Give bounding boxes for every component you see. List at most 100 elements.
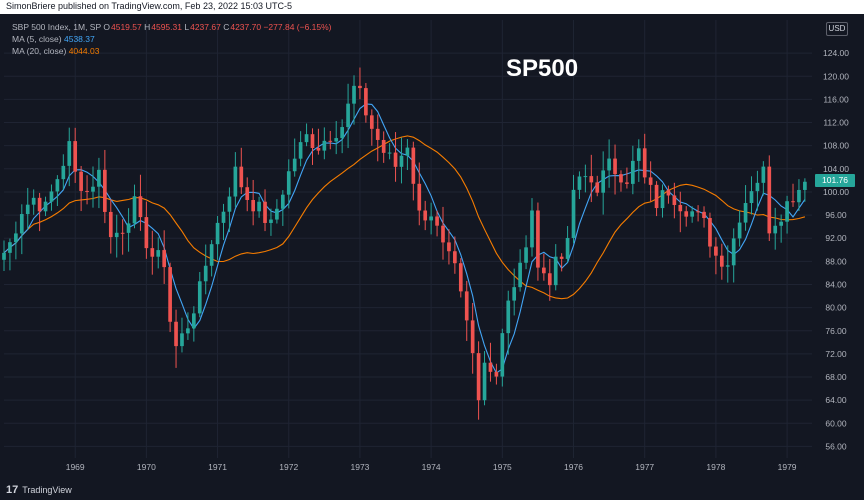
candle-body: [97, 169, 101, 187]
candle-body: [619, 174, 623, 183]
y-tick-label: 72.00: [825, 349, 847, 359]
candle-body: [779, 221, 783, 226]
candle-body: [227, 196, 232, 212]
y-tick-label: 56.00: [825, 441, 847, 451]
candle-body: [180, 333, 184, 347]
candle-body: [583, 176, 588, 178]
candle-body: [144, 217, 149, 249]
candle-body: [174, 321, 178, 347]
ma5-row[interactable]: MA (5, close) 4538.37: [12, 33, 332, 45]
candle-body: [542, 267, 546, 274]
candle-body: [340, 127, 344, 139]
x-axis: 1969 1970 1971 1972 1973 1974 1975 1976 1977 1978…: [66, 462, 797, 472]
close-value: 4237.70: [230, 22, 262, 32]
candle-body: [251, 199, 256, 212]
x-tick-label: 1970: [137, 462, 156, 472]
candle-body: [162, 250, 167, 268]
candle-body: [725, 265, 730, 267]
candles: [2, 67, 807, 420]
y-tick-label: 60.00: [825, 418, 847, 428]
candle-body: [85, 190, 89, 192]
candle-body: [49, 191, 54, 202]
candle-body: [690, 211, 695, 217]
ma20-row[interactable]: MA (20, close) 4044.03: [12, 45, 332, 57]
candle-body: [375, 128, 380, 140]
open-label: O: [103, 22, 110, 32]
candle-body: [55, 179, 60, 192]
candle-body: [186, 328, 190, 334]
candle-body: [488, 362, 493, 372]
ma5-path: [3, 103, 806, 374]
candle-body: [642, 148, 647, 178]
candle-body: [743, 203, 748, 223]
candle-body: [589, 176, 594, 183]
candle-body: [257, 201, 261, 212]
candle-body: [292, 158, 297, 172]
x-tick-label: 1972: [279, 462, 298, 472]
candle-body: [387, 152, 392, 154]
y-tick-label: 80.00: [825, 303, 847, 313]
x-tick-label: 1978: [706, 462, 725, 472]
ma20-label: MA (20, close): [12, 46, 67, 56]
candle-body: [239, 166, 244, 188]
candle-body: [405, 147, 410, 156]
candle-body: [447, 242, 451, 252]
candle-body: [731, 238, 736, 266]
x-tick-label: 1971: [208, 462, 227, 472]
candle-body: [797, 189, 801, 203]
candle-body: [108, 211, 113, 238]
candle-body: [524, 247, 528, 263]
currency-button[interactable]: USD: [826, 22, 848, 36]
candle-body: [631, 160, 635, 184]
candle-body: [719, 255, 724, 267]
y-tick-label: 76.00: [825, 326, 847, 336]
candle-body: [648, 177, 653, 185]
candle-body: [672, 195, 677, 205]
ma5-label: MA (5, close): [12, 34, 62, 44]
y-axis: 56.00 60.00 64.00 68.00 72.00 76.00 80.00 84.00…: [823, 48, 849, 451]
tradingview-brand[interactable]: 17 TradingView: [6, 483, 72, 497]
candle-body: [269, 219, 273, 223]
candle-body: [803, 181, 807, 190]
candle-body: [2, 252, 6, 260]
grid-lines: [4, 20, 812, 458]
x-tick-label: 1979: [778, 462, 797, 472]
brand-name: TradingView: [22, 485, 72, 495]
y-tick-label: 104.00: [823, 164, 849, 174]
candle-body: [91, 186, 95, 192]
low-value: 4237.67: [190, 22, 221, 32]
candle-body: [749, 191, 754, 204]
candle-body: [500, 333, 505, 377]
candle-body: [530, 210, 534, 248]
candle-body: [126, 223, 131, 233]
ma20-path: [3, 135, 806, 300]
close-label: C: [223, 22, 230, 32]
candle-body: [310, 134, 315, 148]
candle-body: [286, 171, 291, 195]
candle-body: [666, 190, 671, 196]
candle-body: [607, 158, 611, 171]
candle-body: [138, 196, 143, 218]
x-tick-label: 1975: [493, 462, 512, 472]
candle-body: [275, 208, 279, 220]
y-tick-label: 96.00: [825, 210, 847, 220]
candle-body: [737, 222, 742, 239]
y-tick-label: 92.00: [825, 233, 847, 243]
candle-body: [31, 197, 36, 205]
candle-body: [103, 169, 107, 212]
open-value: 4519.57: [111, 22, 142, 32]
candle-body: [25, 204, 30, 215]
ohlc-row: SBP 500 Index, 1M, SP O4519.57 H4595.31 …: [12, 21, 332, 33]
high-value: 4595.31: [151, 22, 182, 32]
candle-body: [14, 233, 18, 243]
candle-body: [441, 225, 445, 243]
low-label: L: [184, 22, 190, 32]
candle-body: [678, 204, 683, 212]
candle-body: [114, 232, 119, 238]
candle-body: [767, 166, 772, 234]
candle-body: [417, 183, 422, 211]
candle-body: [714, 246, 718, 256]
y-tick-label: 64.00: [825, 395, 847, 405]
candle-body: [571, 189, 576, 238]
